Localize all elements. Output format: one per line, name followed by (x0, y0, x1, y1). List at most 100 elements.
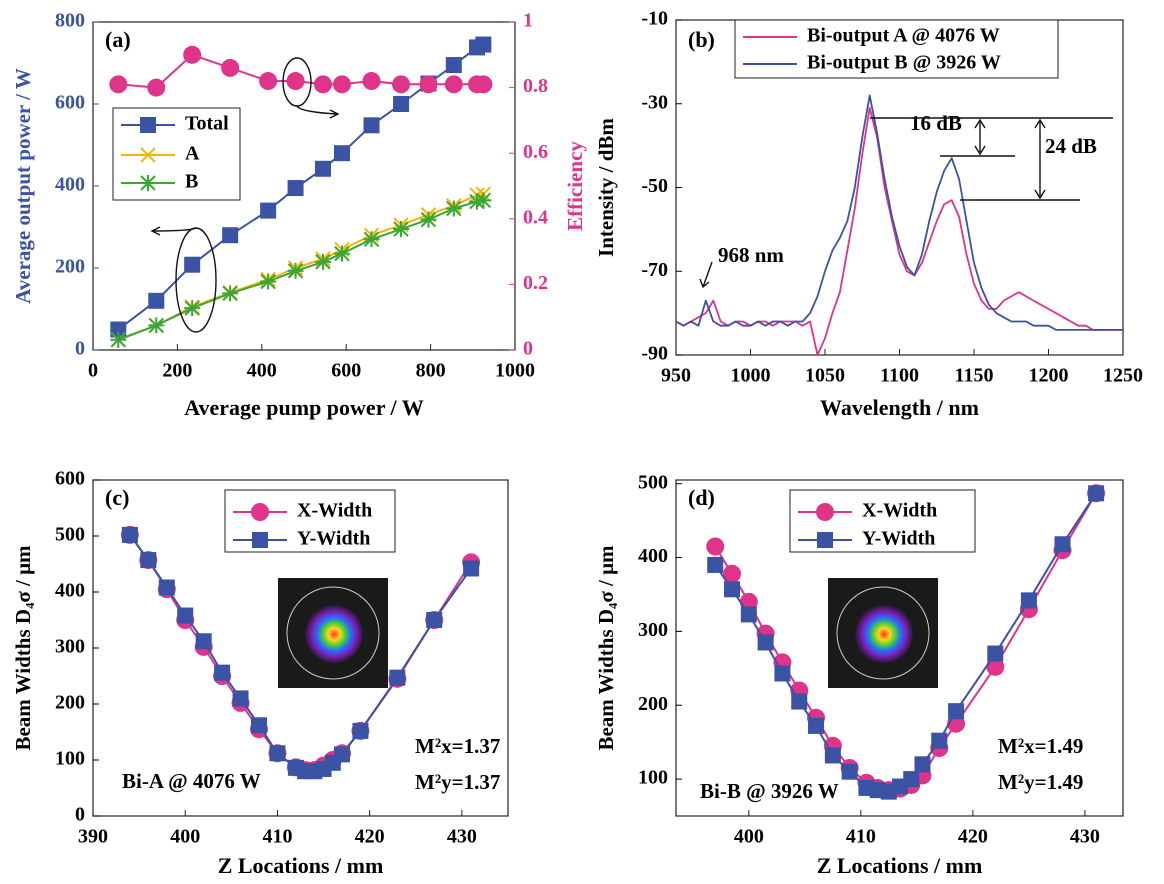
marker (808, 718, 824, 734)
y-tick-label: 300 (55, 636, 85, 658)
marker (791, 694, 807, 710)
x-tick-label: 410 (846, 826, 876, 848)
y-tick-label: 0 (75, 338, 85, 360)
beam-inset (828, 578, 938, 688)
y-tick-label: 100 (638, 767, 668, 789)
reference-line (870, 118, 1113, 200)
marker (389, 670, 405, 686)
marker (315, 254, 331, 270)
y-axis-label: Beam Widths D₄σ / μm (11, 545, 35, 751)
y-tick-label: 0 (75, 804, 85, 826)
marker (392, 75, 410, 93)
marker (233, 690, 249, 706)
legend-marker (251, 503, 269, 521)
y-tick-label: 200 (638, 693, 668, 715)
y2-tick-label: 0.2 (523, 272, 548, 294)
marker (109, 75, 127, 93)
x-tick-label: 400 (247, 360, 277, 382)
marker (474, 75, 492, 93)
x-axis-label: Wavelength / nm (820, 395, 979, 420)
marker (122, 527, 138, 543)
legend-label: B (185, 171, 198, 193)
marker (1088, 485, 1104, 501)
marker (706, 537, 724, 555)
y2-tick-label: 1 (523, 10, 533, 32)
marker (334, 746, 350, 762)
y-tick-label: -30 (641, 91, 668, 113)
x-tick-label: 430 (1070, 826, 1100, 848)
panel-label: (c) (105, 485, 129, 510)
legend-label: Total (185, 113, 229, 135)
marker (758, 634, 774, 650)
marker (446, 57, 462, 73)
marker (1055, 536, 1071, 552)
legend-label: Bi-output B @ 3926 W (807, 52, 1001, 74)
marker (419, 75, 437, 93)
marker (352, 723, 368, 739)
marker (288, 263, 304, 279)
marker (903, 771, 919, 787)
legend-label: Y-Width (862, 528, 935, 550)
marker (148, 317, 164, 333)
annotation: 968 nm (718, 243, 784, 267)
y-tick-label: -50 (641, 175, 668, 197)
legend-marker (816, 503, 834, 521)
marker (314, 75, 332, 93)
x-axis-label: Z Locations / mm (817, 853, 983, 878)
marker (463, 560, 479, 576)
legend-marker (817, 532, 833, 548)
marker (159, 580, 175, 596)
series-line (676, 95, 1123, 330)
x-tick-label: 800 (416, 360, 446, 382)
figure: 02004006008001000020040060080000.20.40.6… (0, 0, 1164, 884)
x-axis-label: Z Locations / mm (218, 853, 384, 878)
marker (363, 72, 381, 90)
marker (475, 37, 491, 53)
y2-tick-label: 0.8 (523, 75, 548, 97)
y-tick-label: 800 (55, 10, 85, 32)
x-tick-label: 1250 (1103, 365, 1143, 387)
callout-arrow (700, 262, 712, 287)
marker (148, 293, 164, 309)
marker (393, 221, 409, 237)
marker (221, 59, 239, 77)
y-tick-label: 400 (55, 174, 85, 196)
marker (140, 552, 156, 568)
x-axis-label: Average pump power / W (184, 395, 424, 420)
marker (260, 274, 276, 290)
y-tick-label: -90 (641, 343, 668, 365)
marker (914, 756, 930, 772)
marker (196, 633, 212, 649)
y2-axis-label: Efficiency (563, 141, 587, 231)
legend-label: Bi-output A @ 4076 W (807, 25, 1000, 47)
db-arrow (975, 120, 985, 154)
annotation: M²x=1.37 (415, 734, 500, 758)
marker (948, 703, 964, 719)
marker (260, 203, 276, 219)
x-tick-label: 600 (331, 360, 361, 382)
x-tick-label: 410 (262, 826, 292, 848)
legend-label: X-Width (862, 500, 937, 522)
marker (184, 300, 200, 316)
callout-arrow (297, 106, 338, 118)
x-tick-label: 1200 (1029, 365, 1069, 387)
marker (287, 72, 305, 90)
marker (183, 46, 201, 64)
annotation: Bi-B @ 3926 W (700, 779, 839, 803)
annotation: Bi-A @ 4076 W (122, 769, 261, 793)
y-axis-label: Average output power / W (11, 68, 35, 304)
x-tick-label: 390 (78, 826, 108, 848)
x-tick-label: 0 (88, 360, 98, 382)
panel-label: (b) (688, 27, 715, 52)
marker (842, 764, 858, 780)
marker (259, 72, 277, 90)
marker (288, 180, 304, 196)
y-tick-label: 200 (55, 256, 85, 278)
marker (110, 332, 126, 348)
y-tick-label: 300 (638, 619, 668, 641)
y-tick-label: 600 (55, 468, 85, 490)
beam-inset (278, 578, 388, 688)
marker (251, 717, 267, 733)
marker (334, 145, 350, 161)
x-tick-label: 950 (661, 365, 691, 387)
